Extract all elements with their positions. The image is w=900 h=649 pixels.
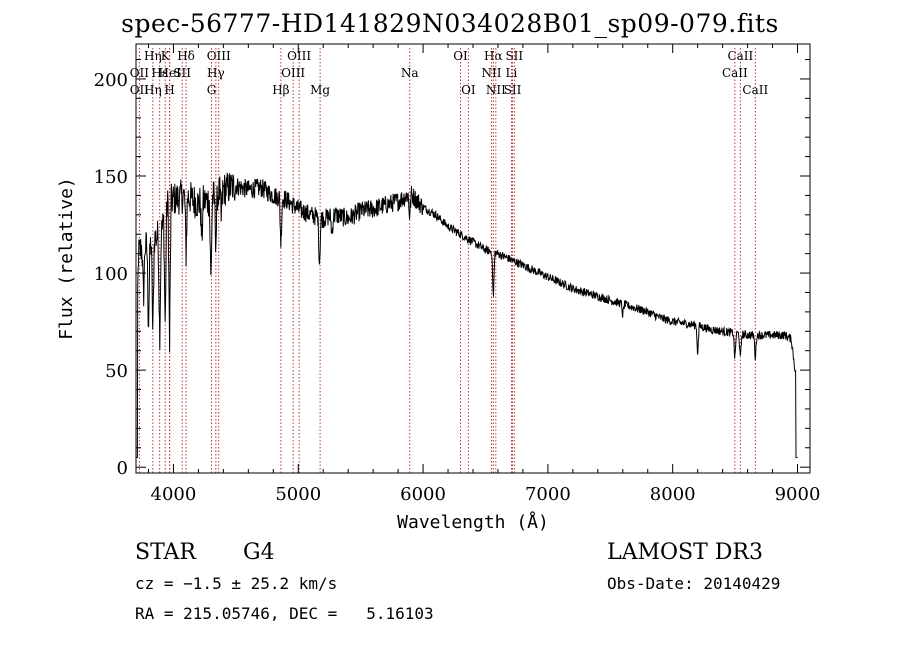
y-axis-label: Flux (relative) — [56, 177, 77, 340]
x-tick-label-1: 5000 — [275, 484, 321, 505]
line-label-28: CaII — [742, 83, 768, 97]
line-label-9: OII — [130, 66, 150, 80]
line-label-18: CaII — [722, 66, 748, 80]
line-label-3: OIII — [207, 49, 231, 63]
x-tick-label-2: 6000 — [400, 484, 446, 505]
x-tick-label-3: 7000 — [525, 484, 571, 505]
object-class: STAR — [135, 540, 196, 565]
x-tick-label-4: 8000 — [650, 484, 696, 505]
line-label-23: Hβ — [272, 83, 289, 97]
line-label-7: SII — [505, 49, 523, 63]
x-axis-label: Wavelength (Å) — [397, 511, 549, 533]
line-label-2: Hδ — [177, 49, 195, 63]
line-label-22: G — [207, 83, 217, 97]
redshift-velocity: cz = −1.5 ± 25.2 km/s — [135, 574, 338, 593]
line-label-0: Hη — [144, 49, 162, 63]
line-label-20: Hη — [144, 83, 162, 97]
line-label-19: OII — [130, 83, 150, 97]
line-label-14: OIII — [281, 66, 305, 80]
coordinates: RA = 215.05746, DEC = 5.16103 — [135, 604, 434, 623]
line-label-21: H — [164, 83, 174, 97]
x-tick-label-0: 4000 — [151, 484, 197, 505]
y-tick-label-3: 150 — [94, 167, 128, 188]
line-label-10: Hε — [151, 66, 168, 80]
y-tick-label-4: 200 — [94, 70, 128, 91]
line-label-27: SII — [504, 83, 522, 97]
plot-frame — [135, 43, 811, 474]
y-tick-label-2: 100 — [94, 264, 128, 285]
line-label-26: NII — [486, 83, 506, 97]
line-label-5: OI — [453, 49, 468, 63]
y-tick-label-1: 50 — [105, 361, 128, 382]
spectrum-line — [136, 172, 798, 458]
object-subclass: G4 — [243, 540, 275, 565]
line-label-25: OI — [461, 83, 476, 97]
line-label-13: Hγ — [207, 66, 225, 80]
survey-name: LAMOST DR3 — [607, 540, 763, 565]
line-label-17: Li — [506, 66, 518, 80]
line-label-8: CaII — [727, 49, 753, 63]
x-tick-label-5: 9000 — [775, 484, 821, 505]
line-label-24: Mg — [310, 83, 330, 97]
line-label-15: Na — [401, 66, 419, 80]
line-label-12: SII — [173, 66, 191, 80]
line-label-1: K — [161, 49, 171, 63]
observation-date: Obs-Date: 20140429 — [607, 574, 781, 593]
y-tick-label-0: 0 — [117, 458, 128, 479]
chart-title: spec-56777-HD141829N034028B01_sp09-079.f… — [121, 9, 779, 38]
line-label-6: Hα — [484, 49, 503, 63]
line-label-4: OIII — [287, 49, 311, 63]
line-label-16: NII — [481, 66, 501, 80]
